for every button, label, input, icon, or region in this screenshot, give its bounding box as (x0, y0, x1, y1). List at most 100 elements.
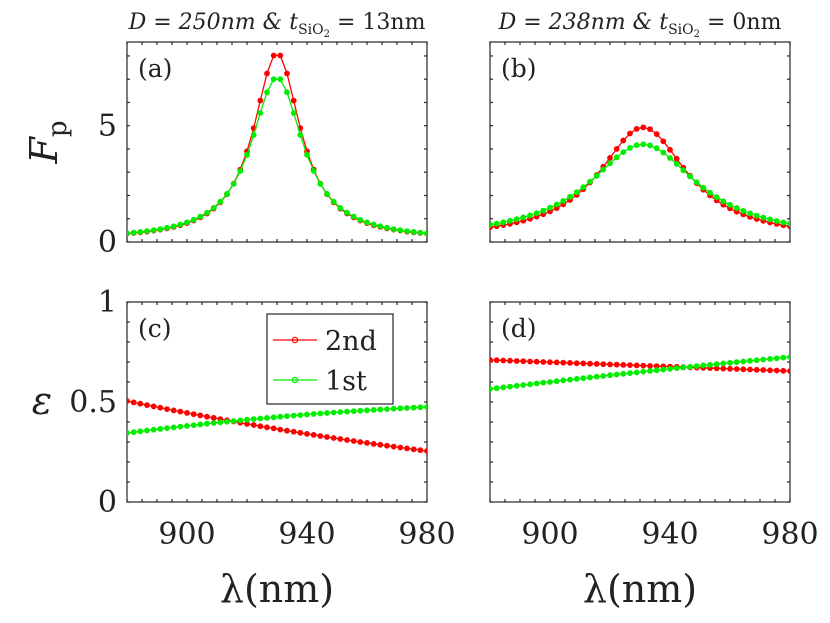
data-point-1st (244, 416, 250, 423)
data-point-2nd (760, 367, 767, 373)
data-point-1st (324, 410, 330, 416)
data-point-2nd (270, 52, 277, 59)
data-point-1st (410, 228, 417, 235)
data-point-1st (567, 376, 573, 383)
data-point-1st (137, 428, 144, 435)
data-point-1st (310, 411, 317, 417)
panel-label: (a) (138, 54, 172, 83)
data-point-2nd (560, 359, 567, 366)
data-point-2nd (144, 402, 150, 408)
data-point-2nd (197, 412, 204, 419)
data-point-1st (547, 204, 553, 211)
data-point-1st (747, 210, 753, 217)
data-point-2nd (647, 126, 653, 133)
y-tick-label: 5 (98, 109, 117, 144)
data-point-1st (580, 375, 587, 382)
data-point-1st (377, 406, 384, 413)
x-tick-label: 900 (158, 517, 215, 552)
data-point-1st (600, 166, 607, 173)
data-point-1st (150, 426, 157, 433)
y-tick-label: 1 (98, 285, 117, 320)
data-point-2nd (370, 440, 377, 447)
data-point-1st (707, 361, 713, 368)
data-point-1st (527, 212, 533, 219)
data-point-1st (250, 132, 257, 138)
data-point-2nd (673, 155, 680, 162)
data-point-1st (660, 149, 667, 156)
data-point-1st (364, 219, 370, 226)
data-point-1st (587, 178, 593, 185)
data-point-1st (747, 357, 753, 364)
data-point-2nd (593, 360, 600, 367)
data-point-1st (667, 365, 673, 372)
data-point-1st (540, 379, 547, 386)
data-point-1st (290, 110, 297, 116)
data-point-2nd (490, 357, 493, 363)
x-axis-label: λ(nm) (583, 567, 697, 611)
data-point-2nd (284, 70, 290, 77)
data-point-2nd (507, 357, 513, 364)
data-point-2nd (527, 358, 533, 365)
data-point-1st (780, 219, 787, 226)
data-point-2nd (640, 362, 647, 369)
plot-area (127, 398, 427, 454)
data-point-1st (753, 212, 760, 219)
data-point-2nd (390, 443, 397, 450)
data-point-1st (707, 189, 713, 196)
data-point-2nd (553, 359, 560, 366)
data-point-1st (560, 197, 567, 204)
data-point-1st (727, 359, 733, 366)
data-point-1st (130, 229, 137, 236)
data-point-1st (184, 219, 190, 226)
data-point-1st (680, 364, 687, 371)
data-point-1st (177, 221, 184, 228)
data-point-2nd (157, 404, 164, 411)
data-point-1st (713, 361, 720, 367)
data-point-2nd (627, 362, 633, 368)
data-point-2nd (304, 430, 310, 437)
data-point-1st (237, 168, 244, 174)
data-point-1st (573, 375, 580, 382)
data-point-2nd (520, 358, 527, 365)
data-point-2nd (620, 137, 627, 144)
data-point-2nd (310, 431, 317, 438)
data-point-2nd (613, 361, 620, 368)
x-axis-label: λ(nm) (220, 567, 334, 611)
data-point-1st (230, 180, 237, 187)
data-point-2nd (513, 358, 520, 364)
data-point-2nd (720, 365, 727, 372)
data-point-1st (687, 363, 693, 370)
data-point-1st (157, 226, 164, 232)
data-point-1st (344, 209, 350, 216)
x-tick-label: 940 (278, 517, 335, 552)
data-point-1st (370, 406, 377, 413)
data-point-1st (553, 201, 560, 208)
data-point-1st (520, 214, 527, 221)
data-point-1st (633, 369, 640, 376)
plot-area (490, 124, 790, 231)
data-point-2nd (647, 362, 653, 369)
data-point-2nd (150, 403, 157, 410)
data-point-1st (700, 362, 707, 369)
data-point-1st (224, 418, 230, 425)
data-point-1st (733, 205, 740, 211)
panel-b: (b) D = 238nm & tSiO2 = 0nm (489, 10, 791, 243)
data-point-1st (417, 229, 424, 236)
data-point-1st (560, 377, 567, 384)
data-point-1st (540, 207, 547, 214)
data-point-2nd (130, 399, 137, 406)
data-point-1st (620, 370, 627, 377)
data-point-1st (217, 419, 224, 426)
data-point-1st (330, 409, 337, 416)
data-point-2nd (780, 367, 787, 374)
series-line-1st (127, 406, 427, 434)
data-point-1st (127, 230, 130, 237)
data-point-1st (613, 371, 620, 378)
data-point-2nd (600, 361, 607, 368)
data-point-1st (773, 355, 780, 362)
data-point-1st (284, 413, 290, 419)
data-point-2nd (653, 131, 660, 137)
panel-label: (d) (501, 314, 537, 343)
data-point-2nd (277, 52, 284, 59)
